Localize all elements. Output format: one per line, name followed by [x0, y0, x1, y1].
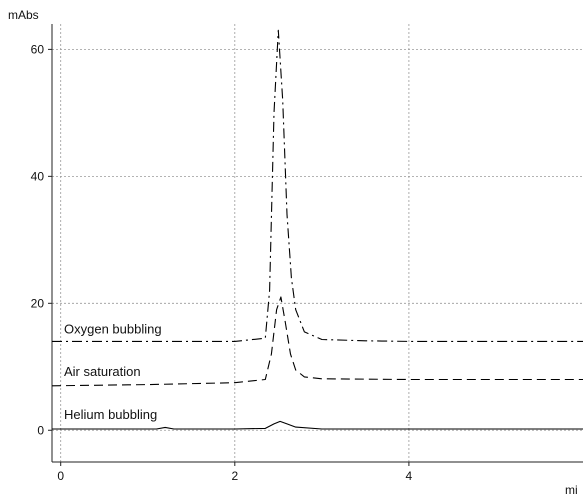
- trace-oxygen-bubbling: [52, 29, 583, 342]
- y-tick-label: 60: [31, 42, 45, 56]
- x-axis-unit: mi: [565, 483, 578, 496]
- grid-lines: [52, 24, 583, 462]
- series-label-oxygen-bubbling: Oxygen bubbling: [64, 321, 162, 336]
- x-tick-label: 4: [406, 469, 413, 483]
- x-tick-label: 0: [57, 469, 64, 483]
- trace-helium-bubbling: [52, 420, 583, 430]
- axes: [48, 24, 583, 466]
- x-tick-label: 2: [231, 469, 238, 483]
- y-axis-unit: mAbs: [8, 8, 39, 22]
- trace-air-saturation: [51, 296, 583, 387]
- labels: 0 20 40 60 0 2 4 mAbs mi Oxygen bubbling Air satur…: [8, 8, 578, 496]
- series-label-helium-bubbling: Helium bubbling: [64, 407, 157, 422]
- y-tick-label: 20: [31, 296, 45, 310]
- series-label-air-saturation: Air saturation: [64, 364, 141, 379]
- data-traces: [51, 29, 583, 430]
- y-tick-label: 40: [31, 169, 45, 183]
- y-tick-label: 0: [37, 423, 44, 437]
